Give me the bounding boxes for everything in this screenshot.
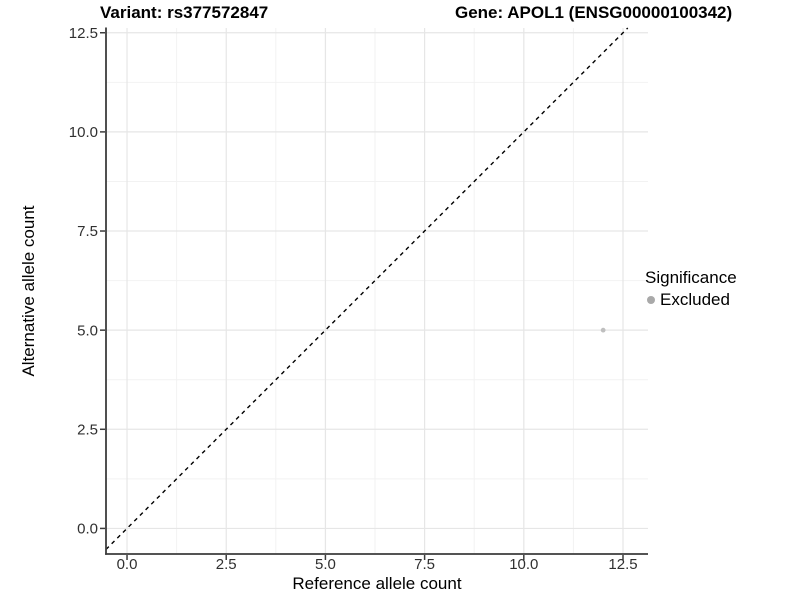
y-tick-label: 12.5 bbox=[69, 25, 98, 42]
y-axis-title: Alternative allele count bbox=[19, 205, 38, 377]
y-tick-label: 7.5 bbox=[77, 223, 98, 240]
plot-title-variant: Variant: rs377572847 bbox=[100, 3, 269, 22]
x-tick-label: 5.0 bbox=[315, 556, 336, 573]
legend-item: Excluded bbox=[645, 290, 737, 310]
x-tick-label: 2.5 bbox=[216, 556, 237, 573]
y-tick-label: 5.0 bbox=[77, 322, 98, 339]
plot-title-gene: Gene: APOL1 (ENSG00000100342) bbox=[455, 3, 733, 22]
y-tick-label: 0.0 bbox=[77, 521, 98, 538]
x-axis-title: Reference allele count bbox=[292, 574, 462, 593]
data-point bbox=[600, 327, 606, 333]
x-tick-label: 0.0 bbox=[117, 556, 138, 573]
y-tick-label: 10.0 bbox=[69, 124, 98, 141]
legend: Significance Excluded bbox=[645, 268, 737, 310]
x-tick-label: 10.0 bbox=[509, 556, 538, 573]
legend-title: Significance bbox=[645, 268, 737, 287]
x-tick-label: 7.5 bbox=[414, 556, 435, 573]
y-tick-label: 2.5 bbox=[77, 421, 98, 438]
legend-item-label: Excluded bbox=[660, 290, 730, 309]
x-tick-label: 12.5 bbox=[608, 556, 637, 573]
identity-line bbox=[105, 27, 629, 550]
legend-key-dot-icon bbox=[647, 296, 655, 304]
